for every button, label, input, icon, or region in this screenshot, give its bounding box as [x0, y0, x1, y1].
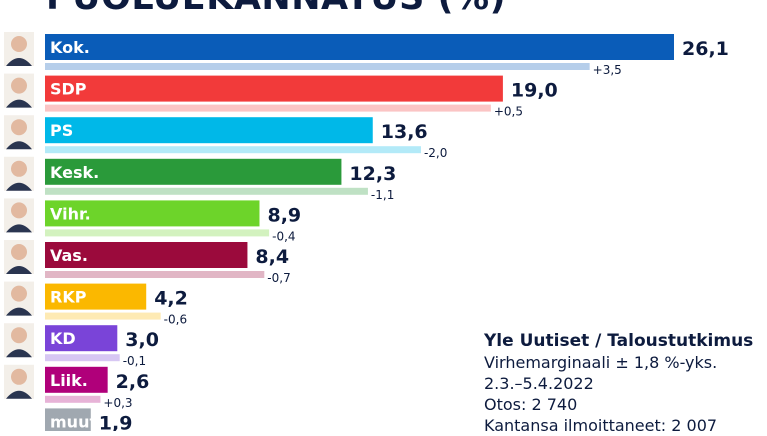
change-label: +3,5: [593, 63, 622, 77]
bar-label: Vas.: [50, 246, 88, 265]
value-label: 3,0: [125, 329, 159, 351]
respondents-label: Kantansa ilmoittaneet: 2 007: [484, 416, 718, 435]
avatar-body: [6, 307, 32, 316]
avatar-body: [6, 266, 32, 274]
bar-label: SDP: [50, 80, 87, 99]
bar: [45, 200, 260, 227]
previous-bar: [45, 271, 265, 278]
bar: [45, 408, 91, 431]
change-label: -0,4: [272, 229, 295, 243]
value-label: 4,2: [154, 288, 188, 310]
previous-bar: [45, 187, 368, 195]
previous-bar: [45, 146, 421, 154]
survey-info: Yle Uutiset / Taloustutkimus Virhemargin…: [484, 331, 753, 436]
bar: [45, 34, 674, 60]
value-label: 8,9: [267, 204, 301, 226]
avatar-body: [6, 182, 32, 191]
change-label: +0,5: [494, 105, 523, 119]
value-label: 13,6: [381, 121, 428, 143]
avatar-body: [6, 349, 32, 358]
change-label: -1,1: [371, 188, 394, 202]
previous-bar: [45, 63, 590, 70]
avatar-body: [6, 58, 32, 66]
bar: [45, 242, 248, 268]
bar: [45, 75, 503, 102]
avatar-face: [11, 202, 27, 219]
previous-bar: [45, 104, 491, 112]
avatar-face: [11, 77, 27, 94]
bar: [45, 117, 373, 144]
bar: [45, 283, 147, 310]
bar: [45, 325, 118, 352]
bar: [45, 366, 108, 393]
avatar-face: [11, 119, 27, 136]
bar-label: muut: [50, 412, 97, 431]
value-label: 2,6: [116, 371, 150, 393]
previous-bar: [45, 312, 161, 320]
value-label: 1,9: [99, 412, 133, 431]
source-label: Yle Uutiset / Taloustutkimus: [484, 331, 754, 351]
bar-label: Kok.: [50, 38, 90, 57]
bar-label: Liik.: [50, 371, 88, 390]
change-label: -0,6: [164, 313, 187, 327]
bar-label: RKP: [50, 288, 87, 307]
bar-label: Vihr.: [50, 204, 91, 223]
avatar-face: [11, 327, 27, 344]
margin-label: Virhemarginaali ± 1,8 %-yks.: [484, 353, 718, 372]
previous-bar: [45, 229, 270, 237]
avatar-face: [11, 368, 27, 385]
avatar-body: [6, 99, 32, 108]
avatar-body: [6, 141, 32, 150]
value-label: 8,4: [255, 246, 289, 268]
change-label: -2,0: [424, 146, 447, 160]
change-label: +0,3: [103, 396, 132, 410]
period-label: 2.3.–5.4.2022: [484, 374, 594, 393]
previous-bar: [45, 395, 101, 403]
value-label: 12,3: [349, 163, 396, 185]
value-label: 19,0: [511, 80, 558, 102]
bar-label: PS: [50, 121, 73, 140]
bar-label: Kesk.: [50, 163, 99, 182]
avatar-face: [11, 160, 27, 177]
change-label: -0,1: [123, 354, 146, 368]
bar: [45, 158, 342, 185]
avatar-face: [11, 244, 27, 260]
bar-label: KD: [50, 329, 76, 348]
avatar-face: [11, 285, 27, 302]
avatar-body: [6, 224, 32, 233]
sample-label: Otos: 2 740: [484, 395, 578, 414]
avatar-face: [11, 36, 27, 52]
chart-title: PUOLUEKANNATUS (%): [46, 0, 506, 18]
avatar-body: [6, 390, 32, 399]
value-label: 26,1: [682, 38, 729, 60]
change-label: -0,7: [267, 271, 290, 285]
previous-bar: [45, 354, 120, 362]
